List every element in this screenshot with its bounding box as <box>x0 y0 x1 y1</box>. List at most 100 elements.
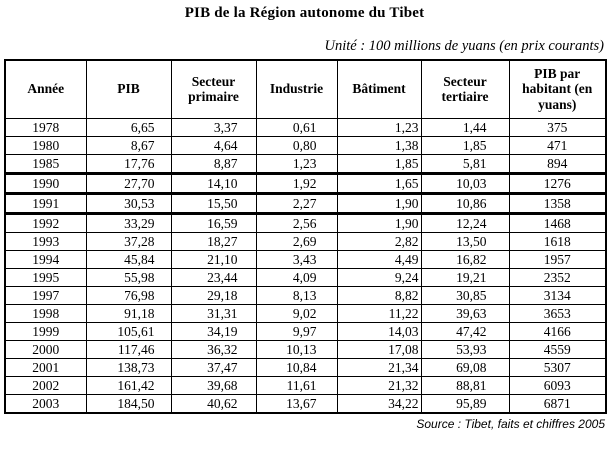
table-cell: 4,64 <box>170 135 257 155</box>
table-cell: 3,37 <box>170 117 257 137</box>
table-cell: 161,42 <box>85 375 172 395</box>
table-cell: 1,44 <box>420 117 510 137</box>
table-cell: 34,19 <box>170 321 257 341</box>
table-cell: 5307 <box>508 357 607 377</box>
table-cell: 34,22 <box>336 393 422 413</box>
table-cell: 76,98 <box>85 285 172 305</box>
header-cell: Secteur primaire <box>170 59 257 119</box>
source-note: Source : Tibet, faits et chiffres 2005 <box>416 416 605 431</box>
table-cell: 1992 <box>4 212 87 233</box>
table-cell: 5,81 <box>420 153 510 175</box>
table-cell: 1997 <box>4 285 87 305</box>
header-row: Année PIB Secteur primaire Industrie Bâtimen… <box>4 59 607 119</box>
table-cell: 1,65 <box>336 172 422 195</box>
table-cell: 17,08 <box>336 339 422 359</box>
table-cell: 1,23 <box>255 153 338 175</box>
table-cell: 1358 <box>508 192 607 215</box>
table-cell: 8,87 <box>170 153 257 175</box>
table-cell: 1999 <box>4 321 87 341</box>
table-cell: 1,38 <box>336 135 422 155</box>
table-cell: 1468 <box>508 212 607 233</box>
table-row: 1993 37,28 18,27 2,69 2,82 13,50 1618 <box>4 231 607 251</box>
table-row: 1999 105,61 34,19 9,97 14,03 47,42 4166 <box>4 321 607 341</box>
table-cell: 33,29 <box>85 212 172 233</box>
table-cell: 1276 <box>508 172 607 195</box>
table-cell: 138,73 <box>85 357 172 377</box>
table-row: 1985 17,76 8,87 1,23 1,85 5,81 894 <box>4 153 607 175</box>
table-row: 1995 55,98 23,44 4,09 9,24 19,21 2352 <box>4 267 607 287</box>
table-cell: 1995 <box>4 267 87 287</box>
table-row: 2003 184,50 40,62 13,67 34,22 95,89 6871 <box>4 393 607 413</box>
table-cell: 10,13 <box>255 339 338 359</box>
table-cell: 14,10 <box>170 172 257 195</box>
table-cell: 21,10 <box>170 249 257 269</box>
table-cell: 4,09 <box>255 267 338 287</box>
table-cell: 4166 <box>508 321 607 341</box>
table-cell: 4559 <box>508 339 607 359</box>
table-cell: 1993 <box>4 231 87 251</box>
table-cell: 2,82 <box>336 231 422 251</box>
table-cell: 4,49 <box>336 249 422 269</box>
table-cell: 1957 <box>508 249 607 269</box>
table-body: 1978 6,65 3,37 0,61 1,23 1,44 375 1980 8,67 4,64 0… <box>4 117 607 413</box>
table-cell: 0,80 <box>255 135 338 155</box>
table-cell: 88,81 <box>420 375 510 395</box>
table-cell: 2003 <box>4 393 87 413</box>
table-cell: 18,27 <box>170 231 257 251</box>
table-row: 1992 33,29 16,59 2,56 1,90 12,24 1468 <box>4 212 607 233</box>
table-row: 1978 6,65 3,37 0,61 1,23 1,44 375 <box>4 117 607 137</box>
table-cell: 117,46 <box>85 339 172 359</box>
table-cell: 2352 <box>508 267 607 287</box>
table-cell: 13,67 <box>255 393 338 413</box>
table-row: 1990 27,70 14,10 1,92 1,65 10,03 1276 <box>4 172 607 195</box>
table-cell: 31,31 <box>170 303 257 323</box>
table-cell: 3134 <box>508 285 607 305</box>
table-cell: 471 <box>508 135 607 155</box>
table-cell: 6871 <box>508 393 607 413</box>
table-cell: 1,85 <box>336 153 422 175</box>
table-cell: 894 <box>508 153 607 175</box>
table-cell: 1985 <box>4 153 87 175</box>
header-cell: PIB par habitant (en yuans) <box>508 59 607 119</box>
table-cell: 16,82 <box>420 249 510 269</box>
table-cell: 10,03 <box>420 172 510 195</box>
table-cell: 184,50 <box>85 393 172 413</box>
table-cell: 21,32 <box>336 375 422 395</box>
unit-note: Unité : 100 millions de yuans (en prix c… <box>324 38 605 54</box>
table-cell: 375 <box>508 117 607 137</box>
table-row: 2001 138,73 37,47 10,84 21,34 69,08 5307 <box>4 357 607 377</box>
table-cell: 47,42 <box>420 321 510 341</box>
table-cell: 40,62 <box>170 393 257 413</box>
table-cell: 95,89 <box>420 393 510 413</box>
table-cell: 3653 <box>508 303 607 323</box>
table-head: Année PIB Secteur primaire Industrie Bâtimen… <box>4 59 607 119</box>
table-cell: 14,03 <box>336 321 422 341</box>
table-cell: 105,61 <box>85 321 172 341</box>
table-cell: 2000 <box>4 339 87 359</box>
table-cell: 1998 <box>4 303 87 323</box>
table-cell: 21,34 <box>336 357 422 377</box>
header-cell: Bâtiment <box>336 59 422 119</box>
table-cell: 17,76 <box>85 153 172 175</box>
table-cell: 10,84 <box>255 357 338 377</box>
header-cell: Secteur tertiaire <box>420 59 510 119</box>
table-cell: 1,92 <box>255 172 338 195</box>
table-row: 1998 91,18 31,31 9,02 11,22 39,63 3653 <box>4 303 607 323</box>
table-row: 1991 30,53 15,50 2,27 1,90 10,86 1358 <box>4 192 607 215</box>
table-cell: 1,90 <box>336 212 422 233</box>
header-cell: Année <box>4 59 87 119</box>
table-cell: 1991 <box>4 192 87 215</box>
table-cell: 6093 <box>508 375 607 395</box>
table-cell: 16,59 <box>170 212 257 233</box>
table-cell: 1,85 <box>420 135 510 155</box>
table-cell: 19,21 <box>420 267 510 287</box>
table-cell: 29,18 <box>170 285 257 305</box>
table-cell: 12,24 <box>420 212 510 233</box>
table-cell: 91,18 <box>85 303 172 323</box>
table-cell: 9,24 <box>336 267 422 287</box>
table-cell: 39,68 <box>170 375 257 395</box>
table-cell: 8,13 <box>255 285 338 305</box>
table-cell: 1,90 <box>336 192 422 215</box>
table-cell: 1618 <box>508 231 607 251</box>
